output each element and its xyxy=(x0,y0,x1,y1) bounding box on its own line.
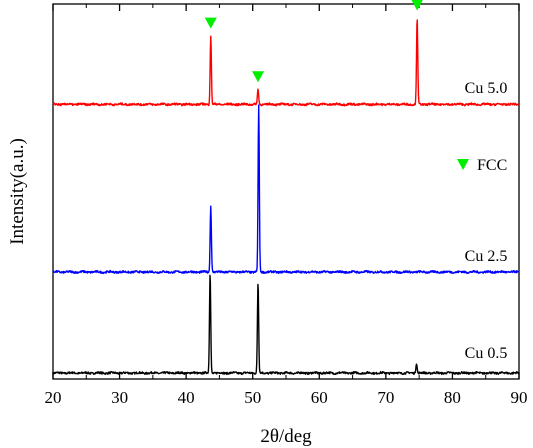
legend-marker xyxy=(457,159,469,170)
x-tick-label: 60 xyxy=(311,388,328,407)
series-line-Cu-2_5 xyxy=(52,104,520,275)
y-axis-title: Intensity(a.u.) xyxy=(7,138,28,245)
x-tick-label: 20 xyxy=(45,388,62,407)
x-tick-label: 90 xyxy=(511,388,528,407)
legend-label: FCC xyxy=(477,157,507,174)
series-label: Cu 0.5 xyxy=(465,345,508,362)
x-tick-label: 40 xyxy=(178,388,195,407)
series-line-Cu-5_0 xyxy=(52,19,520,107)
x-tick-label: 80 xyxy=(444,388,461,407)
x-tick-label: 50 xyxy=(244,388,261,407)
fcc-marker xyxy=(204,17,217,29)
series-label: Cu 5.0 xyxy=(465,80,508,97)
series-label: Cu 2.5 xyxy=(465,248,508,265)
fcc-marker xyxy=(411,0,423,11)
x-tick-label: 70 xyxy=(377,388,394,407)
x-axis-title: 2θ/deg xyxy=(260,426,312,447)
series-line-Cu-0_5 xyxy=(52,274,520,376)
x-tick-label: 30 xyxy=(111,388,128,407)
fcc-marker xyxy=(252,71,265,83)
plot-frame xyxy=(52,3,520,380)
